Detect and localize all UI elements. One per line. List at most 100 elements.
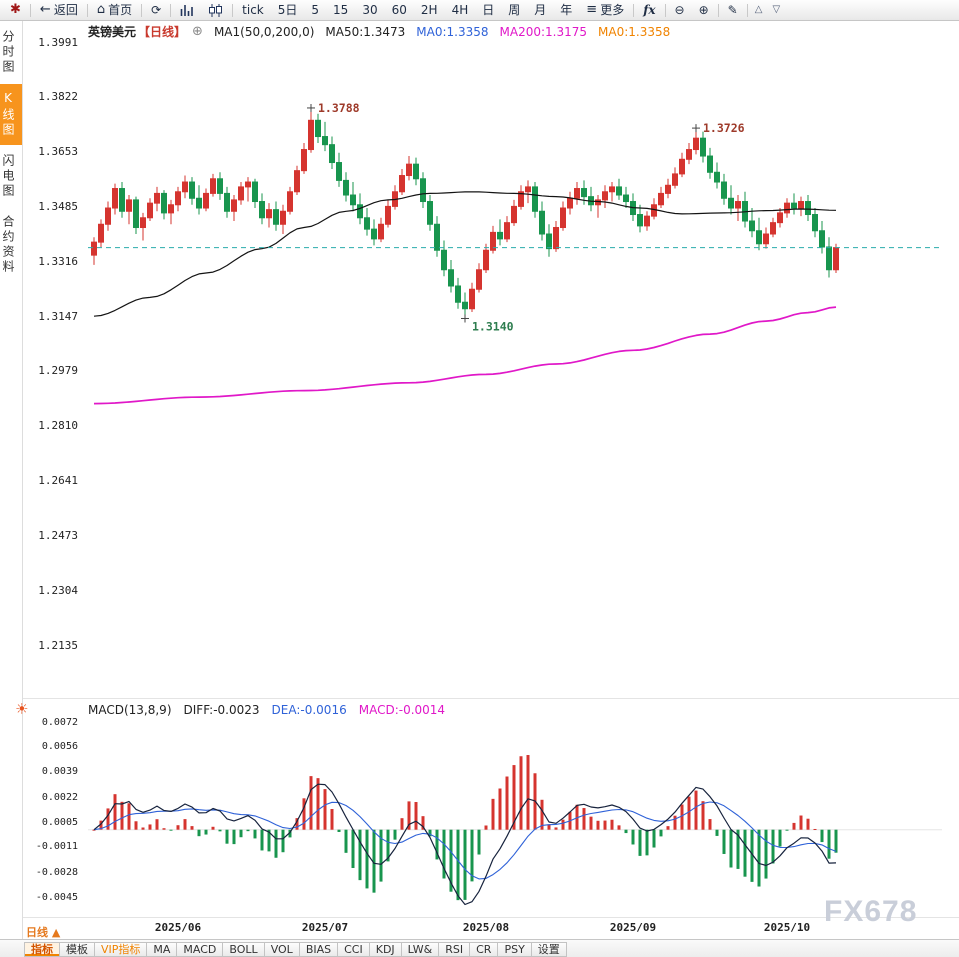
period-year-button[interactable]: 年 <box>560 3 573 17</box>
timeshare-chart-icon[interactable] <box>173 0 201 20</box>
price-annotation: 1.3726 <box>703 121 745 135</box>
more-button-label: 更多 <box>600 3 625 17</box>
add-indicator-icon[interactable]: ⊕ <box>192 24 203 39</box>
back-button-icon: ← <box>39 2 51 17</box>
period-month-button[interactable]: 月 <box>534 3 547 17</box>
tab-lightning-chart[interactable]: 闪电图 <box>1 154 15 199</box>
app-icon: ✱ <box>10 2 21 17</box>
ma0-orange-value: MA0:1.3358 <box>598 24 671 39</box>
indicator-tab[interactable]: 指标 <box>24 941 60 957</box>
symbol-name: 英镑美元 <box>88 25 137 39</box>
tab-timeshare-chart[interactable]: 分时图 <box>1 30 15 75</box>
price-axis-label: 1.2810 <box>38 419 78 433</box>
ma50-value: MA50:1.3473 <box>325 24 406 39</box>
psy-indicator-button[interactable]: PSY <box>497 941 532 957</box>
draw-pencil-icon[interactable]: ✎ <box>727 3 738 17</box>
macd-axis-label: -0.0045 <box>35 892 78 903</box>
panel-divider <box>23 698 959 699</box>
price-axis-label: 1.2135 <box>38 638 78 652</box>
cr-indicator-button[interactable]: CR <box>469 941 499 957</box>
period-tag: 【日线】 <box>138 25 187 39</box>
price-axis-label: 1.3316 <box>38 254 78 268</box>
price-axis-label: 1.2641 <box>38 474 78 488</box>
date-axis-label: 2025/10 <box>763 921 811 934</box>
toolbar-separator <box>746 3 748 17</box>
period-5day-button[interactable]: 5日 <box>277 3 298 17</box>
more-button-icon: ≡ <box>586 2 598 17</box>
period-5-button[interactable]: 5 <box>311 3 320 17</box>
period-day-button-4h[interactable]: 4H <box>451 3 469 17</box>
axis-divider <box>23 917 959 918</box>
settings-button[interactable]: 设置 <box>530 941 567 957</box>
dea-value: DEA:-0.0016 <box>271 703 347 717</box>
period-week-button[interactable]: 周 <box>508 3 521 17</box>
kdj-indicator-button[interactable]: KDJ <box>368 941 402 957</box>
template-tab[interactable]: 模板 <box>59 941 95 957</box>
price-annotation: 1.3140 <box>472 319 514 333</box>
period-selector-label: 日线 <box>26 926 48 939</box>
collapse-up-icon[interactable]: △ <box>754 4 763 15</box>
period-2h-button[interactable]: 2H <box>420 3 438 17</box>
rsi-indicator-button[interactable]: RSI <box>438 941 471 957</box>
diff-line <box>93 783 837 906</box>
ma-settings-label: MA1(50,0,200,0) <box>213 24 315 39</box>
period-selector[interactable]: 日线 ▲ <box>26 924 60 940</box>
toolbar-separator <box>86 3 88 17</box>
bottom-toolbar: 指标 模板 VIP指标 MA MACD BOLL VOL BIAS CCI KDJ LW& RSI CR… <box>0 939 959 957</box>
toolbar-separator <box>141 3 143 17</box>
diff-value: DIFF:-0.0023 <box>183 703 260 717</box>
collapse-down-icon[interactable]: ▽ <box>772 4 781 15</box>
toolbar-separator <box>232 3 234 17</box>
back-button-label: 返回 <box>53 3 78 17</box>
tab-kline-chart[interactable]: K线图 <box>0 84 22 145</box>
home-button-label: 首页 <box>108 3 133 17</box>
more-button[interactable]: ≡ 更多 <box>579 0 631 20</box>
lw-indicator-button[interactable]: LW& <box>400 941 440 957</box>
price-chart-header: 英镑美元 【日线】 ⊕ MA1(50,0,200,0) MA50:1.3473 MA0:1… <box>88 23 670 40</box>
overlay-layer: 1.3788 1.3726 1.3140 <box>88 101 942 405</box>
date-axis-label: 2025/08 <box>462 921 510 934</box>
macd-axis-label: 0.0072 <box>41 717 78 728</box>
toolbar-separator <box>717 3 719 17</box>
home-button[interactable]: ⌂ 首页 <box>90 0 139 20</box>
macd-axis-label: -0.0028 <box>35 866 78 878</box>
vip-indicator-tab[interactable]: VIP指标 <box>94 941 148 957</box>
period-60-button[interactable]: 60 <box>391 3 407 17</box>
date-axis-label: 2025/07 <box>301 921 349 934</box>
watermark: FX678 <box>824 895 918 928</box>
bias-indicator-button[interactable]: BIAS <box>298 941 339 957</box>
macd-title: MACD(13,8,9) <box>88 703 172 717</box>
macd-axis-label: 0.0039 <box>41 766 78 778</box>
ma-indicator-button[interactable]: MA <box>146 941 178 957</box>
period-tick-button[interactable]: tick <box>242 3 264 17</box>
zoom-out-icon[interactable]: ⊖ <box>674 3 685 17</box>
fx-functions-button[interactable]: fx <box>643 3 656 17</box>
macd-axis-label: 0.0056 <box>41 740 78 752</box>
candlestick-chart-icon[interactable] <box>201 0 230 20</box>
tab-contract-info[interactable]: 合约资料 <box>1 215 15 275</box>
home-button-icon: ⌂ <box>96 2 106 17</box>
macd-indicator-button[interactable]: MACD <box>176 941 224 957</box>
cci-indicator-button[interactable]: CCI <box>337 941 370 957</box>
toolbar-separator <box>29 3 31 17</box>
ma0-blue-value: MA0:1.3358 <box>416 24 489 39</box>
zoom-in-icon[interactable]: ⊕ <box>698 3 709 17</box>
period-selector-arrow-icon: ▲ <box>51 926 61 939</box>
period-30-button[interactable]: 30 <box>362 3 378 17</box>
top-toolbar: ✱ ← 返回 ⌂ 首页 ⟳ tick 5日 5 15 30 60 2H 4H 日周月年 ≡ 更多 fx ⊖ ⊕ ✎ △ ▽ <box>0 0 959 21</box>
back-button[interactable]: ← 返回 <box>33 0 85 20</box>
price-axis-label: 1.3653 <box>38 145 78 159</box>
indicator-settings-sun-icon[interactable]: ☀ <box>15 700 29 718</box>
date-axis-label: 2025/06 <box>154 921 202 934</box>
price-axis-label: 1.2473 <box>38 528 78 542</box>
date-axis-label: 2025/09 <box>609 921 657 934</box>
toolbar-separator <box>633 3 635 17</box>
period-15-button[interactable]: 15 <box>333 3 349 17</box>
candles-layer <box>91 107 839 319</box>
period-day-button[interactable]: 日 <box>482 3 495 17</box>
price-axis-label: 1.3485 <box>38 199 78 213</box>
vol-indicator-button[interactable]: VOL <box>263 941 300 957</box>
refresh-icon[interactable]: ⟳ <box>151 3 162 17</box>
boll-indicator-button[interactable]: BOLL <box>222 941 265 957</box>
